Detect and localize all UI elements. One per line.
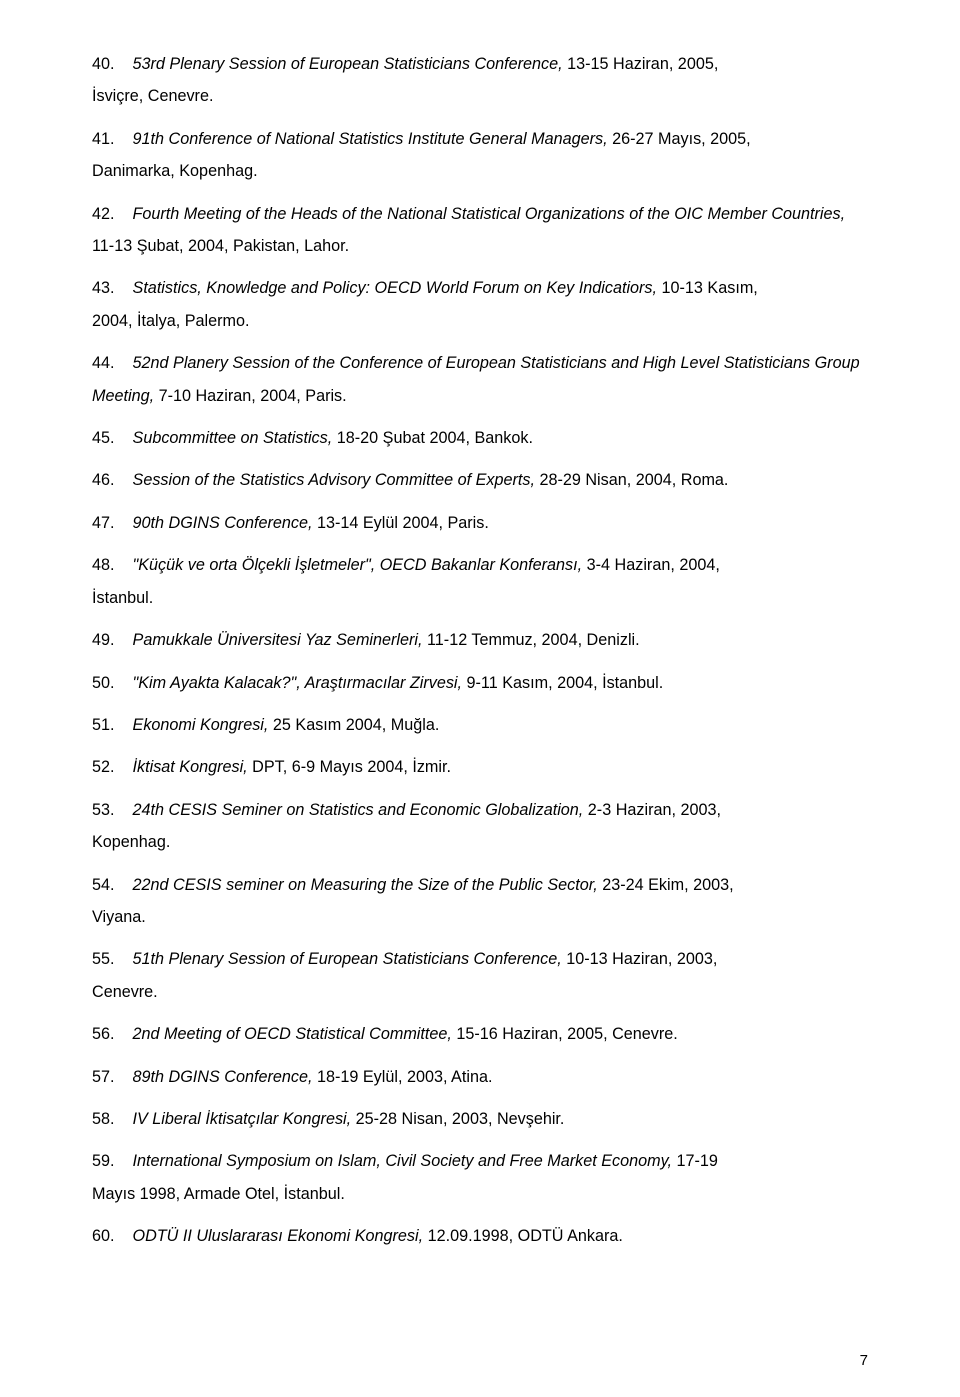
entry-details: 18-19 Eylül, 2003, Atina. [312,1068,492,1086]
list-item: 51. Ekonomi Kongresi, 25 Kasım 2004, Muğ… [92,709,868,741]
entry-suffix: İstanbul. [92,589,153,607]
entry-details: 7-10 Haziran, 2004, Paris. [154,387,347,405]
entry-number: 43. [92,279,115,297]
entry-number: 52. [92,758,115,776]
entry-number: 49. [92,631,115,649]
entry-details: 13-14 Eylül 2004, Paris. [312,514,488,532]
entry-details: 25-28 Nisan, 2003, Nevşehir. [351,1110,564,1128]
entry-details: 17-19 [672,1152,718,1170]
list-item: 45. Subcommittee on Statistics, 18-20 Şu… [92,422,868,454]
list-item: 40. 53rd Plenary Session of European Sta… [92,48,868,113]
entry-number: 42. [92,205,115,223]
page-number: 7 [860,1352,868,1369]
entry-number: 50. [92,674,115,692]
entry-number: 45. [92,429,115,447]
list-item: 57. 89th DGINS Conference, 18-19 Eylül, … [92,1061,868,1093]
entry-title: 91th Conference of National Statistics I… [133,130,608,148]
entry-suffix: Danimarka, Kopenhag. [92,162,258,180]
entry-details: 18-20 Şubat 2004, Bankok. [332,429,533,447]
entry-details: DPT, 6-9 Mayıs 2004, İzmir. [248,758,451,776]
document-page: 40. 53rd Plenary Session of European Sta… [0,0,960,1397]
list-item: 43. Statistics, Knowledge and Policy: OE… [92,272,868,337]
entry-details: 11-12 Temmuz, 2004, Denizli. [423,631,640,649]
entry-number: 40. [92,55,115,73]
list-item: 41. 91th Conference of National Statisti… [92,123,868,188]
entry-details: 12.09.1998, ODTÜ Ankara. [423,1227,623,1245]
list-item: 55. 51th Plenary Session of European Sta… [92,943,868,1008]
entry-details: 10-13 Haziran, 2003, [562,950,718,968]
entry-suffix: Mayıs 1998, Armade Otel, İstanbul. [92,1185,345,1203]
entry-title: Subcommittee on Statistics, [133,429,333,447]
entry-number: 51. [92,716,115,734]
entry-details: 15-16 Haziran, 2005, Cenevre. [452,1025,678,1043]
entry-suffix: Viyana. [92,908,146,926]
entry-title: 51th Plenary Session of European Statist… [133,950,562,968]
list-item: 53. 24th CESIS Seminer on Statistics and… [92,794,868,859]
list-item: 44. 52nd Planery Session of the Conferen… [92,347,868,412]
list-item: 56. 2nd Meeting of OECD Statistical Comm… [92,1018,868,1050]
entry-number: 53. [92,801,115,819]
entry-number: 48. [92,556,115,574]
entry-number: 46. [92,471,115,489]
list-item: 42. Fourth Meeting of the Heads of the N… [92,198,868,263]
entry-title: İktisat Kongresi, [133,758,248,776]
entry-title: Ekonomi Kongresi, [133,716,269,734]
list-item: 50. "Kim Ayakta Kalacak?", Araştırmacıla… [92,667,868,699]
entry-title: Fourth Meeting of the Heads of the Natio… [133,205,846,223]
list-item: 58. IV Liberal İktisatçılar Kongresi, 25… [92,1103,868,1135]
entry-title: 22nd CESIS seminer on Measuring the Size… [133,876,598,894]
entry-title: 90th DGINS Conference, [133,514,313,532]
entry-title: "Küçük ve orta Ölçekli İşletmeler", OECD… [133,556,583,574]
entry-number: 54. [92,876,115,894]
entry-number: 56. [92,1025,115,1043]
entry-details: 3-4 Haziran, 2004, [582,556,720,574]
entry-details: 9-11 Kasım, 2004, İstanbul. [462,674,663,692]
entry-suffix: Cenevre. [92,983,158,1001]
entry-number: 44. [92,354,115,372]
entry-title: Statistics, Knowledge and Policy: OECD W… [133,279,658,297]
entry-details: 23-24 Ekim, 2003, [598,876,734,894]
entry-number: 59. [92,1152,115,1170]
list-item: 52. İktisat Kongresi, DPT, 6-9 Mayıs 200… [92,751,868,783]
entry-details: 10-13 Kasım, [657,279,758,297]
entry-title: 53rd Plenary Session of European Statist… [133,55,563,73]
list-item: 59. International Symposium on Islam, Ci… [92,1145,868,1210]
list-item: 46. Session of the Statistics Advisory C… [92,464,868,496]
entry-details: 26-27 Mayıs, 2005, [608,130,751,148]
list-item: 49. Pamukkale Üniversitesi Yaz Seminerle… [92,624,868,656]
entry-title: IV Liberal İktisatçılar Kongresi, [133,1110,352,1128]
entry-number: 55. [92,950,115,968]
list-item: 48. "Küçük ve orta Ölçekli İşletmeler", … [92,549,868,614]
list-item: 54. 22nd CESIS seminer on Measuring the … [92,869,868,934]
list-item: 47. 90th DGINS Conference, 13-14 Eylül 2… [92,507,868,539]
entry-number: 47. [92,514,115,532]
entry-details: 28-29 Nisan, 2004, Roma. [535,471,728,489]
entry-number: 57. [92,1068,115,1086]
entry-details: 25 Kasım 2004, Muğla. [268,716,439,734]
entry-title: ODTÜ II Uluslararası Ekonomi Kongresi, [133,1227,424,1245]
entry-details: 13-15 Haziran, 2005, [563,55,719,73]
entry-title: 2nd Meeting of OECD Statistical Committe… [133,1025,452,1043]
entry-suffix: Kopenhag. [92,833,170,851]
entry-title: "Kim Ayakta Kalacak?", Araştırmacılar Zi… [133,674,463,692]
list-item: 60. ODTÜ II Uluslararası Ekonomi Kongres… [92,1220,868,1252]
entry-details: 2-3 Haziran, 2003, [583,801,721,819]
entry-title: 24th CESIS Seminer on Statistics and Eco… [133,801,584,819]
entry-suffix: İsviçre, Cenevre. [92,87,213,105]
entries-list: 40. 53rd Plenary Session of European Sta… [92,48,868,1253]
entry-title: Session of the Statistics Advisory Commi… [133,471,535,489]
entry-suffix: 2004, İtalya, Palermo. [92,312,249,330]
entry-title: International Symposium on Islam, Civil … [133,1152,673,1170]
entry-number: 41. [92,130,115,148]
entry-number: 58. [92,1110,115,1128]
entry-number: 60. [92,1227,115,1245]
entry-details: 11-13 Şubat, 2004, Pakistan, Lahor. [92,237,349,255]
entry-title: 89th DGINS Conference, [133,1068,313,1086]
entry-title: Pamukkale Üniversitesi Yaz Seminerleri, [133,631,423,649]
